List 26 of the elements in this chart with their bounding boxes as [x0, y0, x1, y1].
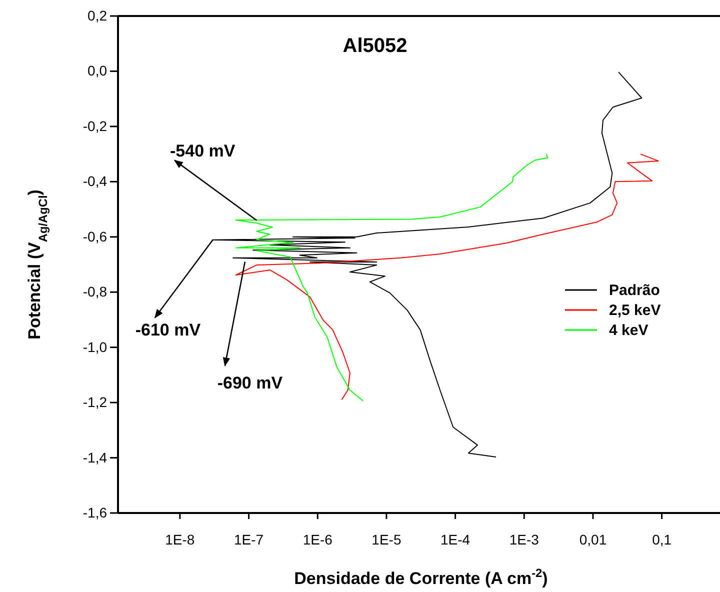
annotation: -690 mV [217, 374, 284, 393]
y-tick-label: -0,2 [82, 118, 108, 134]
annotation: -610 mV [135, 320, 202, 340]
legend-label: Padrão [609, 282, 660, 299]
y-tick-label: 0,0 [88, 62, 108, 79]
y-tick-label: -1,2 [82, 394, 108, 410]
y-tick-label: -0,8 [82, 284, 108, 300]
legend-label: 4 keV [609, 322, 648, 339]
x-tick-label: 0,01 [579, 531, 607, 548]
y-tick-label: -1,0 [82, 338, 108, 355]
y-tick-label: -0,6 [82, 228, 108, 244]
legend-label: 2,5 keV [609, 302, 661, 319]
x-tick-label: 1E-3 [509, 531, 540, 548]
x-tick-label: 0,1 [652, 531, 672, 548]
y-tick-label: 0,2 [88, 7, 108, 24]
y-tick-label: -0,4 [82, 173, 108, 190]
x-tick-label: 1E-6 [302, 531, 333, 548]
text: Al5052 [342, 35, 408, 57]
x-tick-label: 1E-4 [440, 531, 470, 548]
x-axis-title: Densidade de Corrente (A cm$^{-2}$) [294, 566, 548, 588]
y-tick-label: -1,4 [82, 449, 108, 466]
y-tick-label: -1,6 [82, 504, 108, 520]
x-tick-label: 1E-7 [234, 531, 264, 548]
x-tick-label: 1E-5 [372, 531, 402, 548]
annotation: -540 mV [170, 141, 236, 160]
x-tick-label: 1E-8 [165, 531, 195, 548]
